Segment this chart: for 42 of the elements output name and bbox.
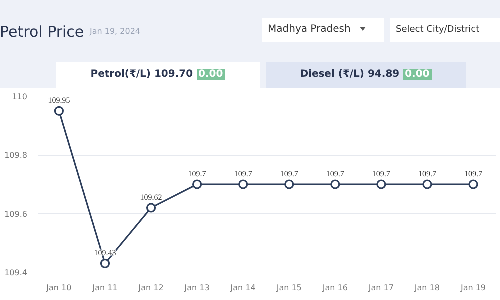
x-tick-label: Jan 18: [414, 284, 440, 292]
x-tick-label: Jan 16: [322, 284, 348, 292]
x-tick-label: Jan 10: [46, 284, 72, 292]
data-label: 109.7: [188, 170, 206, 178]
text: Petrol(₹/L) 109.70: [90, 69, 194, 80]
point: [54, 106, 64, 116]
point: [330, 180, 340, 190]
x-tick-label: Jan 13: [184, 284, 210, 292]
data-label: 109.7: [326, 170, 344, 178]
data-label: 109.7: [464, 170, 482, 178]
data-label: 109.7: [280, 170, 298, 178]
chart-subtitle: Jan 19, 2024: [90, 26, 140, 38]
data-label: 109.95: [48, 96, 70, 106]
x-tick-label: Jan 14: [230, 284, 256, 292]
point: [422, 180, 432, 190]
text: Madhya Pradesh: [262, 18, 384, 42]
data-label: 109.43: [94, 248, 116, 258]
x-tick-label: Jan 11: [92, 284, 118, 292]
point: [376, 180, 386, 190]
point: [146, 203, 156, 213]
x-tick-label: Jan 19: [460, 284, 486, 292]
point: [284, 180, 294, 190]
y-tick-label: 109.4: [4, 268, 28, 278]
x-tick-label: Jan 15: [276, 284, 302, 292]
point: [468, 180, 478, 190]
chart-title: Petrol Price: [0, 22, 84, 43]
text: 0.00: [196, 69, 226, 80]
y-tick-label: 109.8: [4, 151, 28, 160]
y-tick-label: 110: [12, 92, 28, 102]
data-label: 109.7: [234, 170, 252, 178]
text: Diesel (₹/L) 94.89: [300, 69, 400, 80]
text: 0.00: [403, 69, 432, 80]
y-tick-label: 109.6: [4, 210, 28, 219]
point: [192, 180, 202, 190]
data-label: 109.62: [140, 192, 162, 202]
point: [238, 180, 248, 190]
x-tick-label: Jan 17: [368, 284, 394, 292]
data-label: 109.7: [418, 170, 436, 178]
data-label: 109.7: [372, 170, 390, 178]
x-tick-label: Jan 12: [138, 284, 164, 292]
text: Select City/District: [390, 18, 500, 42]
point: [100, 258, 110, 268]
